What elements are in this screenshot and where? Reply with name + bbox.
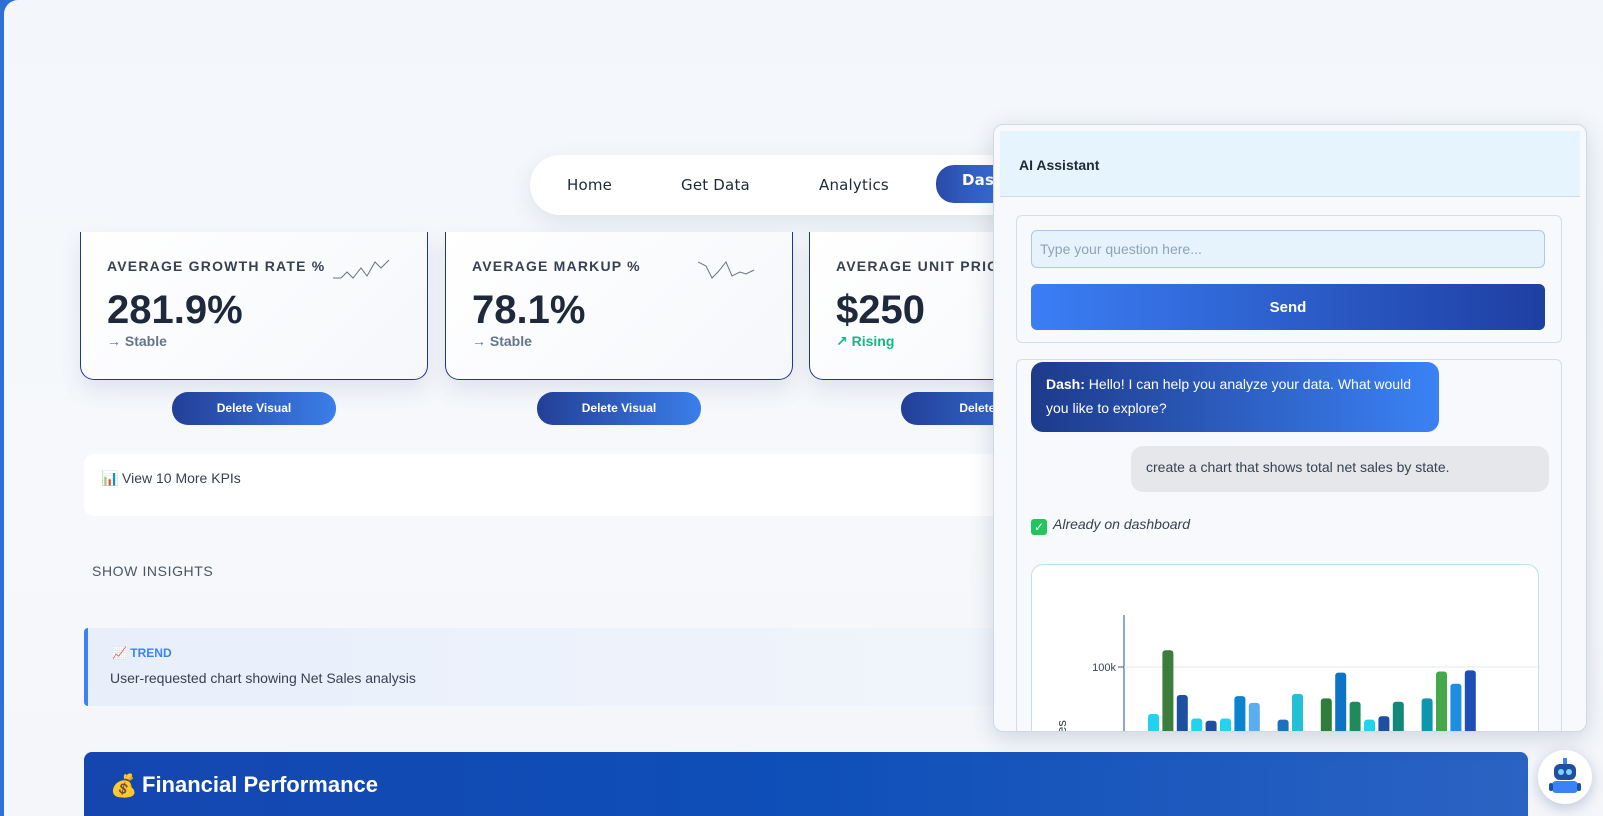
chart-bar[interactable] [1234,696,1246,732]
section-title: Financial Performance [142,772,378,797]
chart-bar[interactable] [1364,719,1375,732]
kpi-label: AVERAGE UNIT PRICE [836,258,1010,274]
y-axis-label: t Sales [1054,720,1069,732]
kpi-label: AVERAGE MARKUP % [472,258,641,274]
chart-bar[interactable] [1220,718,1231,732]
kpi-label: AVERAGE GROWTH RATE % [107,258,326,274]
chart-bar[interactable] [1464,670,1476,732]
delete-visual-button[interactable]: Delete Visual [537,392,701,425]
bot-message: Dash: Hello! I can help you analyze your… [1031,362,1439,432]
nav-get-data[interactable]: Get Data [681,176,750,194]
robot-icon [1549,758,1581,793]
view-more-kpis-label: View 10 More KPIs [122,470,241,486]
chart-bar[interactable] [1191,718,1203,732]
chart-bar[interactable] [1176,695,1188,732]
chart-bar[interactable] [1292,693,1303,732]
net-sales-bar-chart: 100k t Sales [1054,615,1540,732]
y-tick-label: 100k [1092,662,1116,674]
section-header-financial[interactable]: 💰 Financial Performance [84,752,1528,816]
insight-tag: 📈 TREND [112,646,172,660]
insight-text: User-requested chart showing Net Sales a… [110,670,416,686]
bot-name: Dash: [1046,376,1085,392]
chart-bar[interactable] [1277,719,1289,732]
delete-visual-button[interactable]: Delete Visual [172,392,336,425]
bars-group [1148,650,1476,732]
chart-bar[interactable] [1335,672,1347,732]
chart-bar[interactable] [1205,720,1217,732]
kpi-value: $250 [836,288,925,332]
chart-bar[interactable] [1349,701,1361,732]
bar-chart-icon: 📊 [101,470,119,486]
kpi-card-growth-rate: AVERAGE GROWTH RATE % 281.9% → Stable [80,232,428,380]
assistant-title: AI Assistant [1019,157,1100,173]
kpi-trend: ↗ Rising [836,333,895,349]
trend-icon: 📈 [112,646,131,660]
chart-bar[interactable] [1248,702,1260,732]
sparkline-icon [698,261,755,279]
bot-message-text: Hello! I can help you analyze your data.… [1046,376,1411,416]
kpi-trend: → Stable [107,333,167,349]
assistant-header: AI Assistant [1000,131,1580,197]
chatbot-launcher[interactable] [1538,750,1592,804]
kpi-trend: → Stable [472,333,532,349]
chat-history[interactable]: Dash: Hello! I can help you analyze your… [1016,359,1562,732]
nav-home[interactable]: Home [567,176,613,194]
chart-card: 100k t Sales [1031,564,1540,732]
send-button[interactable]: Send [1031,284,1545,330]
question-input[interactable] [1031,230,1545,268]
kpi-card-markup: AVERAGE MARKUP % 78.1% → Stable [445,232,793,380]
show-insights-toggle[interactable]: SHOW INSIGHTS [92,563,214,579]
chart-bar[interactable] [1162,650,1174,732]
user-message: create a chart that shows total net sale… [1131,446,1549,492]
status-line: ✓ Already on dashboard [1031,516,1190,535]
check-icon: ✓ [1031,519,1047,535]
status-text: Already on dashboard [1053,516,1190,532]
view-more-kpis[interactable]: 📊 View 10 More KPIs [84,454,1044,516]
insight-tag-label: TREND [130,646,172,660]
kpi-value: 281.9% [107,288,243,332]
chart-bar[interactable] [1148,714,1159,732]
ai-assistant-panel: AI Assistant Send Dash: Hello! I can hel… [993,124,1587,732]
chart-bar[interactable] [1436,671,1447,732]
app-window: Home Get Data Analytics Das AVERAGE GROW… [4,0,1603,816]
money-bag-icon: 💰 [110,773,138,798]
sparkline-icon [333,259,390,279]
kpi-value: 78.1% [472,288,586,332]
chart-bar[interactable] [1378,716,1390,732]
chart-bar[interactable] [1392,701,1404,732]
insight-card: 📈 TREND User-requested chart showing Net… [84,628,1044,706]
chart-bar[interactable] [1320,698,1332,732]
chart-bar[interactable] [1421,698,1433,732]
chart-bar[interactable] [1450,683,1462,732]
question-form: Send [1016,215,1562,343]
nav-analytics[interactable]: Analytics [819,176,889,194]
